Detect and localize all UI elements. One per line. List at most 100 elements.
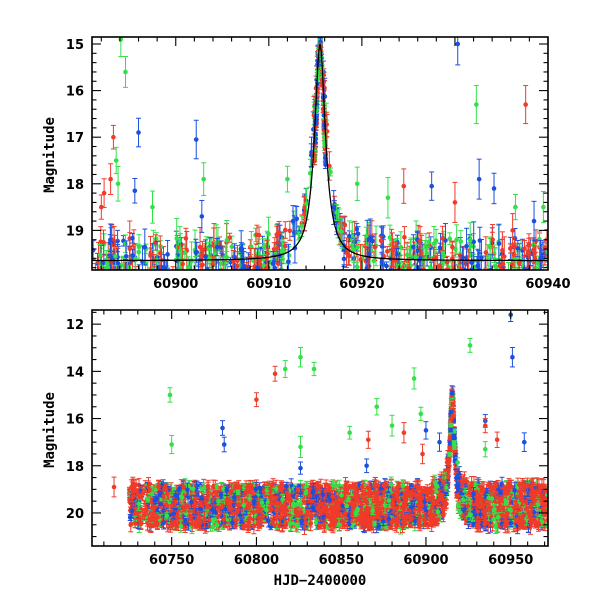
top-outlier-green <box>473 85 479 125</box>
bottom-panel: 60750 60800 60850 60900 60950 12 14 16 18 20 Mag… <box>42 309 549 589</box>
top-y-tick-labels: 15 16 17 18 19 <box>66 38 84 239</box>
bottom-outlier-blue <box>221 436 227 453</box>
top-point-red <box>157 235 163 270</box>
bottom-outlier-red <box>253 392 259 408</box>
top-point-blue <box>404 275 409 287</box>
top-point-blue <box>383 261 389 270</box>
top-y-axis-label: Magnitude <box>42 117 58 193</box>
top-point-green <box>487 236 493 259</box>
top-outlier-red <box>108 163 114 195</box>
bottom-peak-point-blue <box>451 433 457 439</box>
top-point-green <box>413 243 419 270</box>
bottom-outlier-blue <box>423 421 429 440</box>
top-point-red <box>200 249 206 270</box>
top-point-blue <box>123 240 129 270</box>
top-outlier-green <box>118 37 124 58</box>
top-point-green <box>447 232 453 246</box>
top-model-curve <box>92 43 548 262</box>
bottom-point-red <box>137 493 143 499</box>
top-outlier-blue <box>455 37 461 66</box>
bottom-outlier-green <box>311 361 317 377</box>
bottom-outlier-green <box>347 425 353 440</box>
bottom-y-tick-label: 16 <box>66 413 84 428</box>
top-point-green <box>261 238 267 255</box>
top-point-green <box>123 272 128 293</box>
bottom-outlier-red <box>111 476 117 498</box>
top-point-green <box>420 266 426 270</box>
top-point-green <box>174 217 180 259</box>
top-point-red <box>257 256 263 270</box>
top-point-green <box>458 230 464 253</box>
top-point-green <box>218 256 224 270</box>
top-y-tick-label: 19 <box>66 224 84 239</box>
top-point-red <box>276 220 282 245</box>
top-point-red <box>522 240 528 258</box>
top-outlier-blue <box>132 178 138 204</box>
bottom-point-green <box>294 522 300 528</box>
top-point-blue <box>136 264 142 270</box>
bottom-outlier-blue <box>298 461 304 475</box>
top-outlier-green <box>123 56 129 88</box>
bottom-outlier-blue <box>220 420 226 436</box>
top-point-red <box>234 251 240 270</box>
top-point-blue <box>292 232 298 264</box>
top-y-tick-label: 18 <box>66 178 84 193</box>
bottom-outlier-red <box>401 422 407 444</box>
bottom-y-tick-label: 18 <box>66 460 84 475</box>
top-point-green <box>456 264 462 270</box>
bottom-outlier-blue <box>509 346 515 368</box>
top-point-red <box>180 243 186 270</box>
bottom-outlier-green <box>389 414 395 437</box>
top-point-green <box>224 220 230 261</box>
top-point-green <box>113 275 118 289</box>
top-point-green <box>304 187 310 221</box>
bottom-outlier-green <box>298 435 304 458</box>
top-point-green <box>448 261 454 270</box>
top-y-tick-label: 16 <box>66 85 84 100</box>
top-point-green <box>351 236 357 264</box>
top-point-green <box>188 258 194 270</box>
top-point-red <box>440 225 446 251</box>
top-point-green <box>112 246 118 266</box>
bottom-outlier-green <box>282 360 288 378</box>
bottom-outlier-blue <box>364 458 370 474</box>
bottom-outlier-red <box>420 443 426 465</box>
top-point-green <box>192 256 198 270</box>
bottom-x-axis-label: HJD−2400000 <box>274 573 367 589</box>
top-point-red <box>216 269 222 270</box>
top-outlier-red <box>510 213 516 248</box>
bottom-peak-point-green <box>448 422 454 428</box>
top-point-green <box>299 215 305 238</box>
bottom-x-tick-label: 60950 <box>488 553 533 568</box>
top-point-green <box>111 273 116 289</box>
bottom-outlier-blue <box>521 432 527 452</box>
top-point-green <box>136 234 142 260</box>
top-point-red <box>121 277 126 285</box>
top-axes-frame <box>91 36 549 271</box>
top-point-red <box>127 232 133 266</box>
top-point-red <box>378 235 384 246</box>
bottom-y-tick-labels: 12 14 16 18 20 <box>66 318 84 522</box>
top-point-blue <box>162 254 168 270</box>
top-x-tick-label: 60910 <box>246 277 291 292</box>
top-outlier-red <box>101 178 107 208</box>
top-outlier-red <box>98 194 104 220</box>
top-point-green <box>100 271 105 293</box>
top-point-red <box>198 275 203 283</box>
top-point-blue <box>115 269 121 270</box>
top-outlier-green <box>115 166 121 202</box>
bottom-y-tick-label: 12 <box>66 318 84 333</box>
top-x-tick-labels: 60900 60910 60920 60930 60940 <box>153 277 570 292</box>
top-point-blue <box>475 248 481 270</box>
bottom-outlier-green <box>411 367 417 390</box>
bottom-peak-point-red <box>450 413 456 419</box>
bottom-outlier-green <box>467 337 473 353</box>
top-point-blue <box>255 248 261 270</box>
top-y-tick-label: 17 <box>66 131 84 146</box>
top-point-red <box>302 196 308 232</box>
top-point-green <box>97 244 103 266</box>
top-outlier-blue <box>531 200 537 242</box>
top-point-red <box>183 227 189 249</box>
top-point-blue <box>139 245 145 270</box>
